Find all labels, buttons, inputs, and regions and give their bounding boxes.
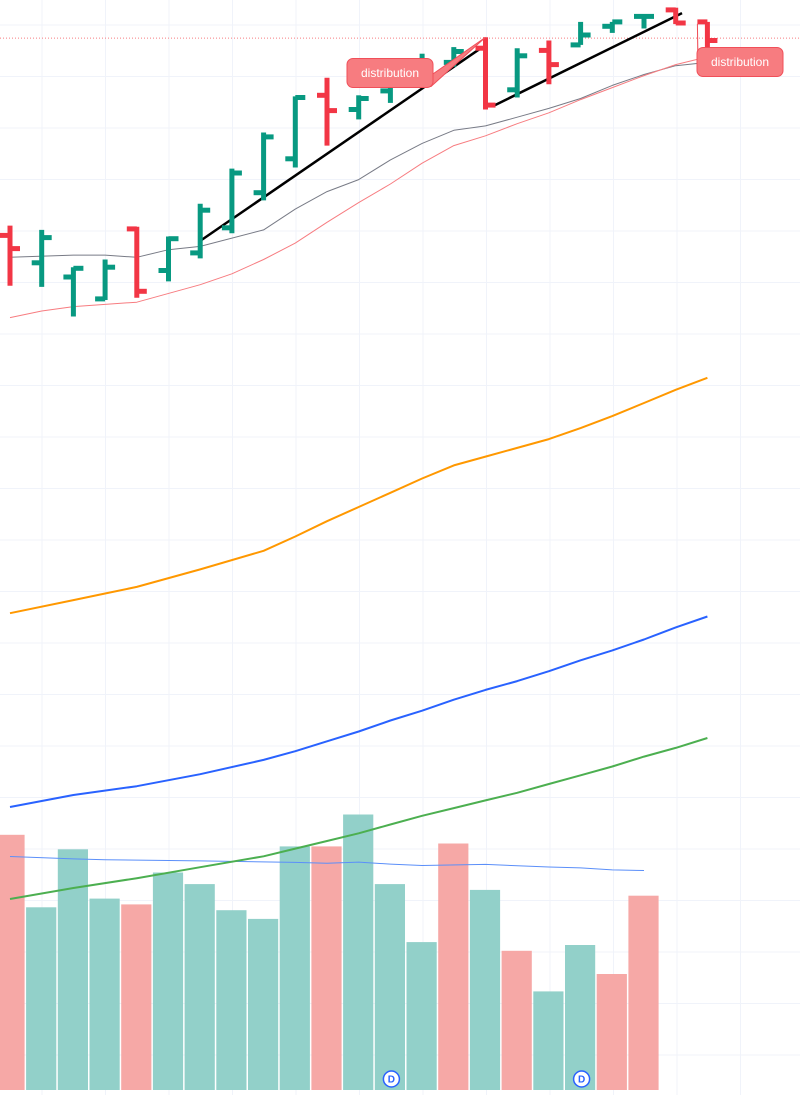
moving-average-line [9, 737, 708, 900]
volume-bar [628, 895, 659, 1090]
volume-bar [184, 884, 215, 1090]
ohlc-bar [285, 95, 306, 168]
annotations[interactable]: distribution distribution [346, 23, 784, 88]
volume-bar [565, 945, 596, 1090]
ohlc-bar [570, 21, 591, 48]
volume-bar [57, 849, 88, 1090]
dividend-marker-circle[interactable] [382, 1070, 401, 1088]
dividend-marker-circle[interactable] [572, 1070, 591, 1088]
volume-bar [0, 834, 25, 1090]
dividend-marker-label: D [388, 1075, 395, 1086]
ohlc-bar [602, 19, 623, 33]
ohlc-bar [475, 37, 496, 110]
dividend-marker[interactable]: D [382, 1070, 401, 1088]
volume-bar [89, 898, 120, 1090]
ohlc-bar [63, 265, 84, 317]
ohlc-bar [538, 40, 559, 85]
volume-bar [121, 904, 152, 1090]
volume-bar [152, 872, 184, 1090]
volume-bar [533, 991, 564, 1090]
moving-average-line [9, 376, 708, 615]
ohlc-bar [253, 132, 274, 201]
ohlc-bar [348, 95, 369, 120]
ohlc-bar [0, 225, 20, 286]
callout-label: distribution [361, 66, 419, 80]
ohlc-bar [507, 48, 528, 98]
moving-average-line [9, 615, 708, 808]
volume-bar [374, 884, 405, 1090]
trendline[interactable] [494, 11, 683, 107]
ohlc-bar [190, 203, 211, 259]
distribution-callout[interactable]: distribution [346, 36, 486, 88]
volume-bar [248, 918, 279, 1090]
moving-averages [0, 37, 800, 900]
volume-bar [469, 889, 501, 1090]
volume-bar [279, 846, 310, 1090]
dividend-marker-label: D [578, 1075, 585, 1086]
moving-average-line [9, 56, 708, 319]
callout-label: distribution [711, 55, 769, 69]
ohlc-bar [158, 236, 179, 282]
moving-average-line [9, 61, 708, 258]
volume-bar [596, 974, 627, 1090]
volume-bar [501, 950, 532, 1090]
volume-bar [26, 907, 57, 1090]
ohlc-bar [95, 259, 116, 302]
ohlc-bars [0, 7, 718, 317]
ohlc-bar [31, 229, 52, 287]
volume-bar [438, 843, 469, 1090]
volume-bar [343, 814, 374, 1090]
ohlc-bar [634, 13, 654, 29]
callout-box[interactable] [346, 58, 434, 88]
volume-bar [311, 846, 342, 1090]
volume-bar [406, 942, 437, 1090]
ohlc-bar [126, 226, 147, 298]
distribution-callout[interactable]: distribution [696, 23, 784, 77]
ohlc-bar [665, 7, 686, 26]
volume-bar [216, 910, 247, 1090]
ohlc-bar [221, 168, 242, 234]
ohlc-bar [317, 77, 337, 146]
dividend-marker[interactable]: D [572, 1070, 591, 1088]
volume-average-line [9, 856, 645, 871]
callout-box[interactable] [696, 47, 784, 77]
